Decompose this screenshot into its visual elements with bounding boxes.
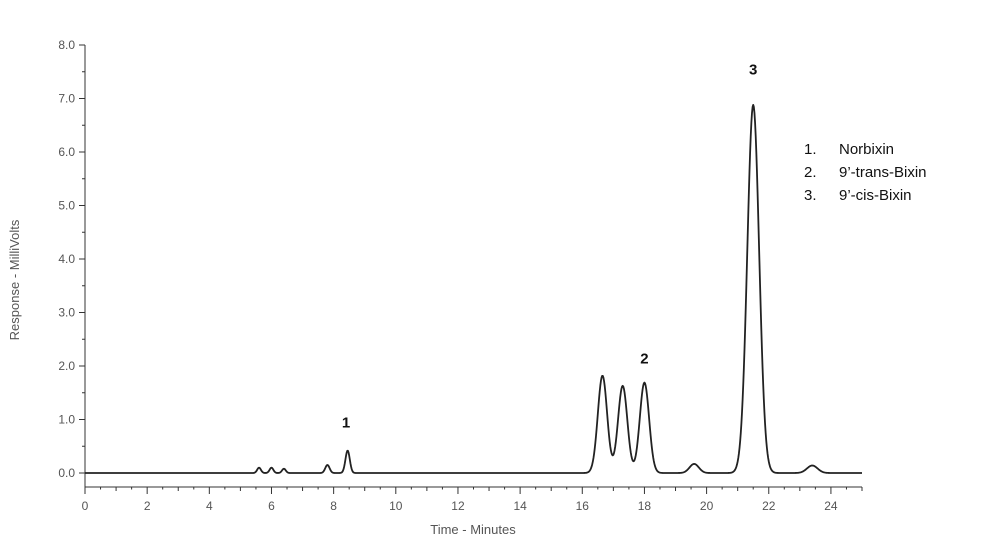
peak-label: 1: [342, 415, 350, 432]
y-tick-label: 8.0: [58, 38, 75, 52]
x-axis-title: Time - Minutes: [430, 522, 516, 537]
x-tick-label: 22: [762, 499, 776, 513]
legend-item-number: 3.: [804, 187, 817, 204]
y-tick-label: 5.0: [58, 199, 75, 213]
legend-item-number: 2.: [804, 164, 817, 181]
x-tick-label: 2: [144, 499, 151, 513]
y-tick-label: 6.0: [58, 145, 75, 159]
y-tick-label: 1.0: [58, 413, 75, 427]
peak-label: 3: [749, 61, 757, 78]
peak-annotations: 1 2 3: [342, 61, 757, 431]
y-axis: 0.0 1.0 2.0 3.0 4.0 5.0 6.0 7.0 8.0: [58, 38, 86, 487]
x-tick-label: 18: [638, 499, 652, 513]
y-tick-label: 7.0: [58, 92, 75, 106]
x-tick-label: 6: [268, 499, 275, 513]
x-tick-label: 20: [700, 499, 714, 513]
legend-item-label: 9’-trans-Bixin: [839, 164, 927, 181]
legend-item-number: 1.: [804, 141, 817, 158]
x-tick-label: 10: [389, 499, 403, 513]
peak-label: 2: [640, 350, 648, 367]
y-tick-label: 4.0: [58, 252, 75, 266]
chromatogram-trace: [84, 104, 863, 474]
y-tick-label: 3.0: [58, 306, 75, 320]
x-tick-label: 4: [206, 499, 213, 513]
legend-item-label: Norbixin: [839, 141, 894, 158]
legend: 1. Norbixin 2. 9’-trans-Bixin 3. 9’-cis-Bixin: [804, 141, 927, 204]
y-tick-label: 0.0: [58, 466, 75, 480]
legend-item-label: 9’-cis-Bixin: [839, 187, 912, 204]
x-tick-label: 12: [451, 499, 465, 513]
y-axis-title: Response - MilliVolts: [7, 219, 22, 340]
x-tick-label: 16: [576, 499, 590, 513]
x-axis: 0 2 4 6 8 10 12 14 16 18 20 22 24: [82, 486, 863, 513]
x-tick-label: 24: [824, 499, 838, 513]
x-tick-label: 14: [513, 499, 527, 513]
y-tick-label: 2.0: [58, 359, 75, 373]
x-tick-label: 0: [82, 499, 89, 513]
x-tick-label: 8: [330, 499, 337, 513]
